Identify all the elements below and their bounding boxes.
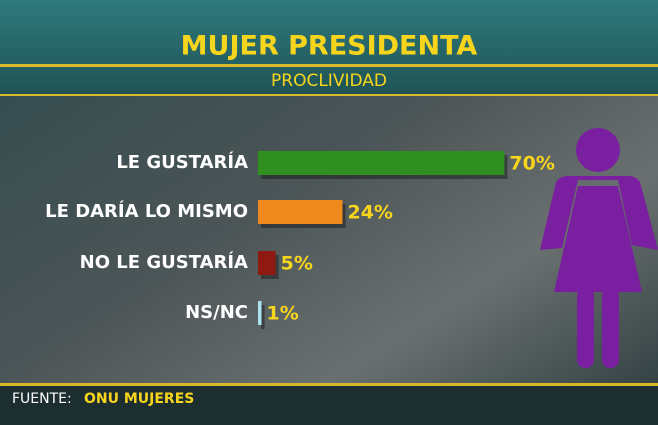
value-label: 70%: [509, 153, 554, 175]
header-rule: [0, 64, 658, 67]
footer-rule: [0, 383, 658, 386]
footer-band: [0, 386, 658, 425]
bar: [258, 301, 262, 325]
category-label: LE DARÍA LO MISMO: [45, 200, 248, 222]
category-label: LE GUSTARÍA: [116, 151, 248, 173]
source-label: FUENTE:: [12, 391, 72, 407]
category-label: NO LE GUSTARÍA: [80, 251, 248, 273]
bar: [258, 151, 505, 175]
value-label: 24%: [347, 202, 392, 224]
bar-shadow: [261, 305, 265, 329]
category-label: NS/NC: [185, 302, 248, 323]
chart-title: MUJER PRESIDENTA: [181, 31, 478, 62]
header-rule: [0, 94, 658, 96]
header-band: [0, 0, 658, 96]
woman-icon: [540, 128, 658, 368]
source: ONU MUJERES: [84, 391, 194, 407]
value-label: 1%: [267, 303, 299, 325]
bar: [258, 200, 343, 224]
bar: [258, 251, 276, 275]
value-label: 5%: [281, 253, 313, 275]
chart-subtitle: PROCLIVIDAD: [271, 71, 387, 91]
